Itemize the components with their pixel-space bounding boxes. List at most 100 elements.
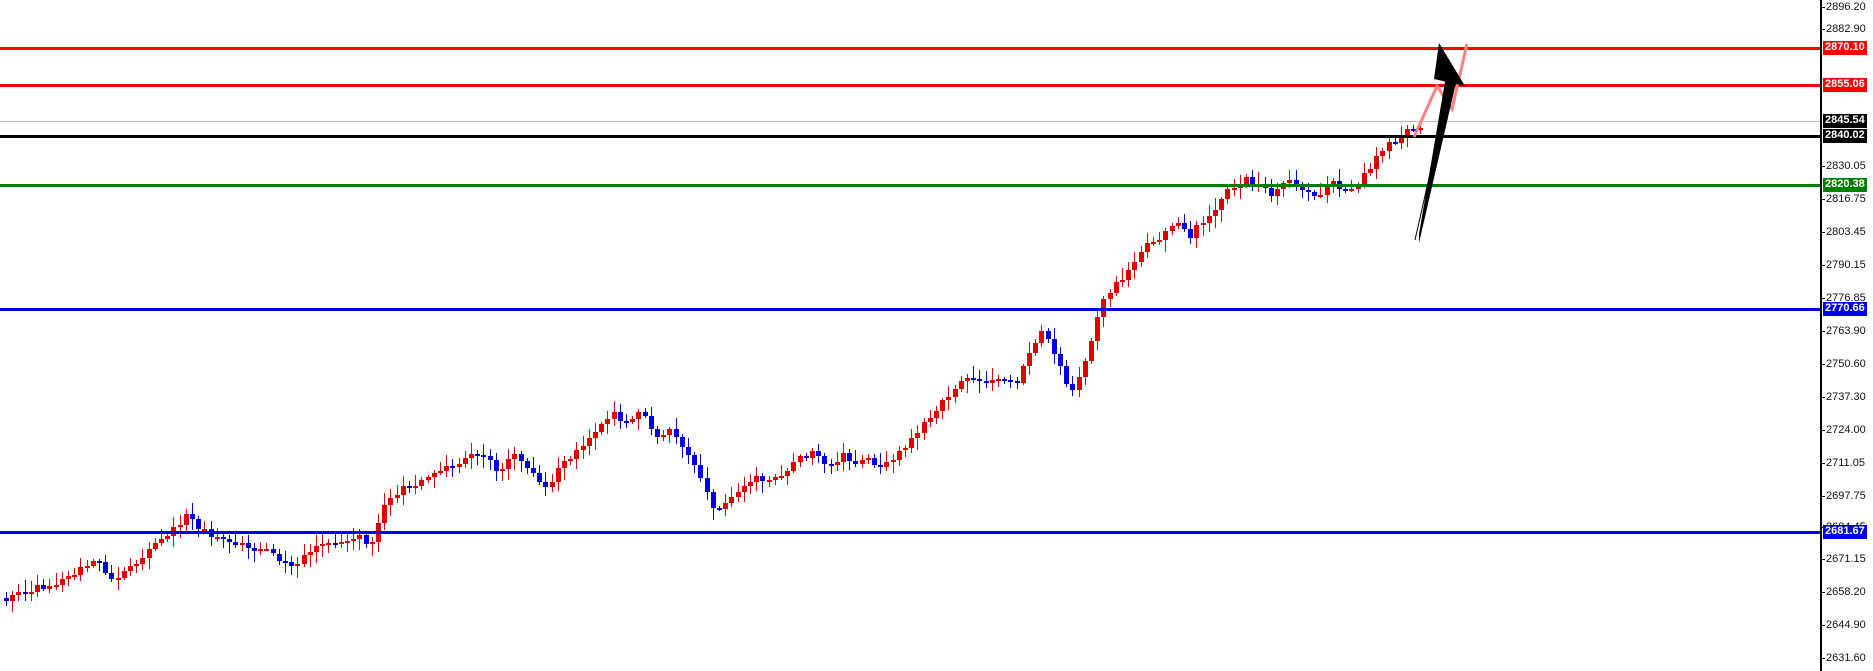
price-badge-resistance-2870[interactable]: 2870.10 [1823,41,1867,55]
axis-tick-label: 2790.15 [1826,259,1866,271]
candle-wick [1159,231,1161,245]
candle-body [450,466,456,469]
candle-body [580,446,586,451]
candle-body [934,410,939,418]
candle-wick [886,451,888,471]
candle-wick [1258,172,1260,192]
candle-body [227,538,233,543]
candle-wick [638,408,640,431]
candle-body [766,480,772,483]
candle-wick [161,528,162,547]
candle-wick [297,556,299,578]
candle-body [816,451,822,457]
candle-body [859,460,865,464]
candle-body [1213,210,1218,217]
price-badge-level-2845[interactable]: 2845.54 [1823,114,1867,128]
price-line-level-2840[interactable] [0,135,1820,138]
candle-body [109,572,115,579]
candle-wick [12,590,14,613]
candle-body [183,513,189,526]
candle-wick [502,463,503,482]
candle-body [673,429,679,437]
candle-body [965,377,970,382]
candle-body [841,453,846,462]
candle-body [865,457,871,461]
price-badge-resistance-2855[interactable]: 2855.06 [1823,78,1867,92]
price-badge-support-2681[interactable]: 2681.67 [1823,525,1867,539]
candle-wick [340,530,342,548]
price-line-support-2770[interactable] [0,308,1820,311]
price-badge-support-2770[interactable]: 2770.66 [1823,302,1867,316]
candle-body [1027,353,1032,366]
price-line-resistance-2855[interactable] [0,84,1820,87]
price-line-support-2820[interactable] [0,184,1820,187]
price-line-level-2845[interactable] [0,121,1820,122]
price-badge-level-2840[interactable]: 2840.02 [1823,129,1867,143]
candle-body [1194,225,1200,239]
candle-wick [985,371,987,388]
candle-body [140,557,146,564]
candle-body [400,486,406,496]
candle-wick [1301,182,1303,199]
candle-wick [334,534,336,548]
candle-body [630,419,636,422]
axis-tick-label: 2750.60 [1826,358,1866,370]
candle-body [245,543,251,548]
candle-body [1299,185,1305,191]
candle-body [1002,379,1008,382]
chart-plot-area[interactable] [0,0,1820,671]
candle-body [1312,192,1318,196]
candle-body [320,543,326,547]
candle-body [506,459,512,469]
candle-body [115,577,121,580]
axis-tick-label: 2896.20 [1826,1,1866,13]
axis-tick-label: 2830.05 [1826,160,1866,172]
candle-body [1361,172,1367,185]
axis-tick-label: 2803.45 [1826,226,1866,238]
candle-body [233,542,239,546]
candle-body [1120,280,1125,283]
candle-wick [855,450,857,467]
candle-body [35,584,40,593]
candle-body [196,518,202,530]
candle-wick [520,451,522,472]
candle-wick [1122,268,1123,287]
candle-body [543,482,549,488]
candle-wick [254,543,255,563]
candle-body [1144,243,1150,252]
candle-body [1126,270,1132,281]
axis-tick [1820,265,1825,266]
price-line-resistance-2870[interactable] [0,47,1820,50]
candle-body [41,584,47,589]
candle-body [419,479,425,486]
candle-body [537,473,543,483]
candle-body [661,434,667,437]
price-axis[interactable]: 2896.20 2882.90 2830.05 2816.75 2803.45 2790.… [1820,0,1873,671]
candle-body [388,498,394,505]
candle-body [326,543,332,546]
candle-wick [830,459,832,474]
candle-body [1318,194,1324,197]
candle-body [1039,331,1045,344]
candle-body [1368,169,1373,173]
candle-body [853,461,859,464]
candle-body [748,481,753,486]
candle-wick [309,544,311,567]
candle-body [276,553,282,561]
price-badge-support-2820[interactable]: 2820.38 [1823,178,1867,192]
candle-body [878,464,884,468]
candle-body [512,454,518,460]
price-line-support-2681[interactable] [0,531,1820,534]
axis-tick [1820,166,1825,167]
candle-body [53,584,59,587]
candle-body [549,481,555,488]
candle-wick [1153,237,1154,247]
candle-body [655,428,660,437]
candle-body [810,451,815,458]
candle-body [481,455,487,458]
candle-wick [266,542,268,552]
axis-tick-label: 2697.75 [1826,490,1866,502]
candle-body [834,461,840,465]
candle-body [531,467,536,474]
